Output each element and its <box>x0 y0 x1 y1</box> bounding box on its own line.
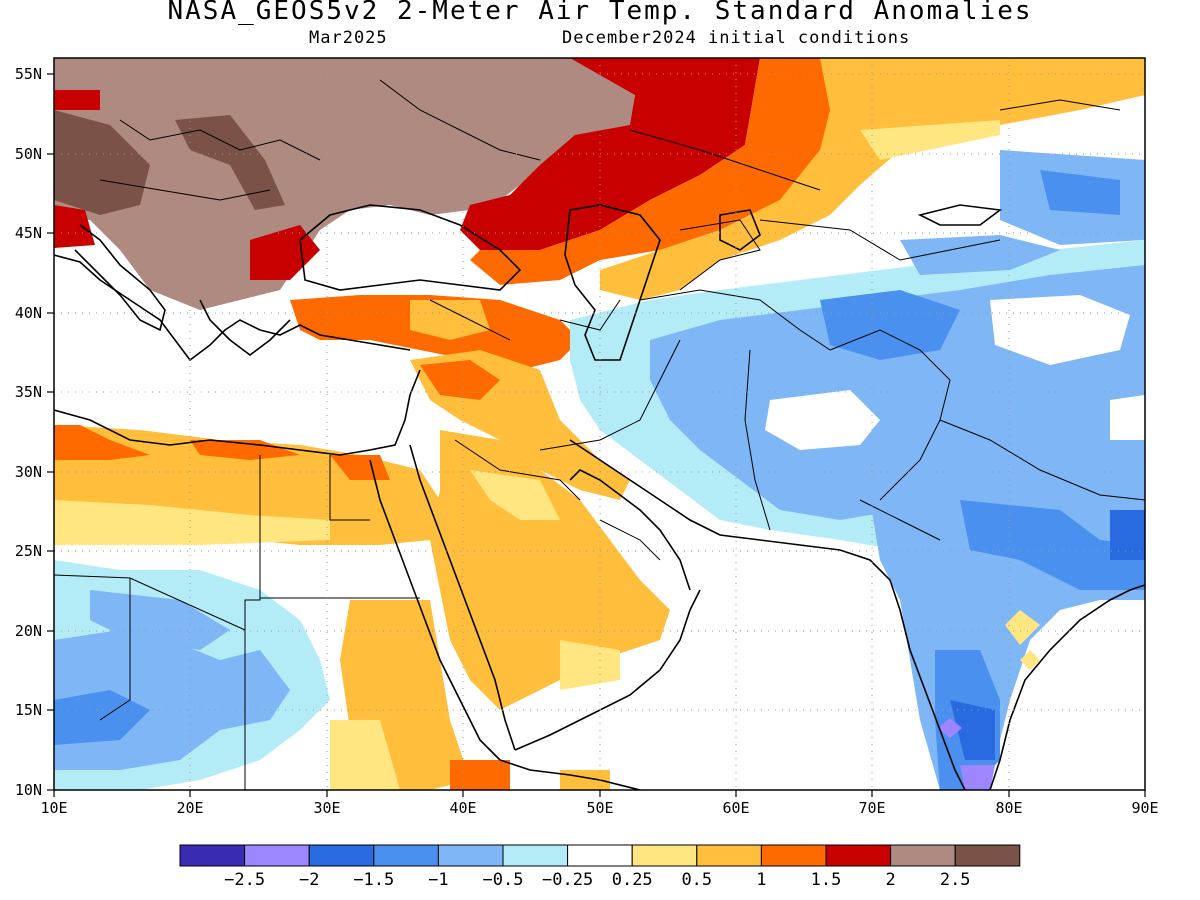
lon-tick-label: 20E <box>176 799 203 817</box>
lat-tick-label: 50N <box>15 145 42 163</box>
colorbar-swatch <box>308 844 375 867</box>
lon-tick-label: 80E <box>995 799 1022 817</box>
coastlines <box>54 204 1145 790</box>
lon-tick-label: 50E <box>586 799 613 817</box>
lat-tick-label: 40N <box>15 304 42 322</box>
anomaly-fields <box>54 58 1145 790</box>
lat-tick-label: 30N <box>15 463 42 481</box>
lat-tick-label: 20N <box>15 622 42 640</box>
tick-marks <box>47 73 1146 797</box>
initial-conditions-label: December2024 initial conditions <box>562 28 911 48</box>
colorbar-label: 2.5 <box>940 870 971 890</box>
lon-tick-label: 90E <box>1131 799 1158 817</box>
colorbar-label: −1.5 <box>353 870 394 890</box>
colorbar-swatch <box>954 844 1021 867</box>
colorbar-swatch <box>890 844 956 867</box>
lat-tick-label: 15N <box>15 701 42 719</box>
colorbar-label: 2 <box>885 870 895 890</box>
lon-tick-label: 30E <box>313 799 340 817</box>
colorbar-label: −0.25 <box>542 870 593 890</box>
colorbar-label: 0.5 <box>681 870 712 890</box>
region-kazakhstan-yellow <box>600 58 1145 300</box>
colorbar-label: −2 <box>299 870 319 890</box>
lon-tick-label: 40E <box>449 799 476 817</box>
lat-tick-label: 45N <box>15 224 42 242</box>
colorbar-swatch <box>244 844 310 867</box>
colorbar-swatch <box>760 844 827 867</box>
lon-tick-labels: 10E 20E 30E 40E 50E 60E 70E 80E 90E <box>40 799 1158 817</box>
map-title: NASA_GEOS5v2 2-Meter Air Temp. Standard … <box>167 0 1033 26</box>
colorbar-swatch <box>631 844 698 867</box>
lat-tick-label: 25N <box>15 542 42 560</box>
colorbar-label: 1.5 <box>811 870 842 890</box>
colorbar-label: −2.5 <box>224 870 265 890</box>
colorbar-swatch <box>502 844 569 867</box>
colorbar-label: 0.25 <box>612 870 653 890</box>
lon-tick-label: 60E <box>722 799 749 817</box>
colorbar-label: −0.5 <box>483 870 524 890</box>
lat-tick-label: 55N <box>15 65 42 83</box>
colorbar-swatch <box>567 844 633 867</box>
colorbar-swatch <box>437 844 504 867</box>
lat-lon-grid <box>54 58 1145 790</box>
colorbar-swatch <box>373 844 439 867</box>
colorbar-swatch <box>179 844 246 867</box>
lat-tick-labels: 10N 15N 20N 25N 30N 35N 40N 45N 50N 55N <box>15 65 42 799</box>
lon-tick-label: 70E <box>858 799 885 817</box>
colorbar-label: 1 <box>756 870 766 890</box>
colorbar: −2.5 −2 −1.5 −1 −0.5 −0.25 0.25 0.5 1 1.5 2 2.5 <box>179 844 1021 890</box>
lat-tick-label: 35N <box>15 383 42 401</box>
colorbar-label: −1 <box>428 870 448 890</box>
forecast-month: Mar2025 <box>309 28 388 48</box>
lon-tick-label: 10E <box>40 799 67 817</box>
region-russia-red <box>460 58 760 250</box>
colorbar-swatch <box>696 844 762 867</box>
colorbar-swatch <box>825 844 892 867</box>
lat-tick-label: 10N <box>15 781 42 799</box>
country-borders <box>54 79 1145 790</box>
region-europe-darkbrown <box>54 110 150 215</box>
region-central-asia-orange <box>470 58 1145 285</box>
